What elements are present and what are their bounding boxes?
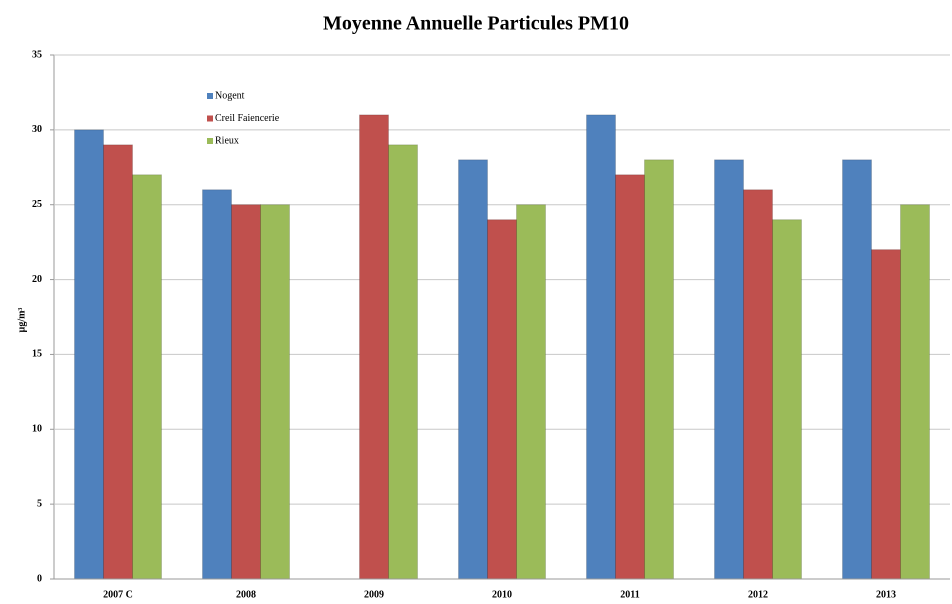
legend-swatch bbox=[207, 138, 213, 144]
legend-swatch bbox=[207, 115, 213, 122]
y-tick-label: 5 bbox=[37, 498, 42, 509]
bar bbox=[615, 174, 645, 580]
y-tick-label: 15 bbox=[32, 349, 42, 360]
bar bbox=[103, 144, 133, 580]
bar bbox=[644, 159, 674, 580]
y-tick-label: 10 bbox=[32, 424, 42, 435]
bar bbox=[487, 219, 517, 580]
x-tick-label: 2012 bbox=[748, 589, 768, 600]
x-tick-label: 2007 C bbox=[103, 589, 133, 600]
bar bbox=[842, 159, 872, 580]
bar bbox=[871, 249, 901, 580]
legend-label: Nogent bbox=[215, 90, 245, 101]
y-tick-label: 25 bbox=[32, 199, 42, 210]
y-axis-label: µg/m³ bbox=[16, 308, 27, 333]
bar bbox=[132, 174, 162, 580]
legend-label: Creil Faiencerie bbox=[215, 113, 280, 124]
y-tick-label: 0 bbox=[37, 573, 42, 584]
x-tick-label: 2009 bbox=[364, 589, 384, 600]
y-tick-label: 35 bbox=[32, 49, 42, 60]
chart-title: Moyenne Annuelle Particules PM10 bbox=[323, 13, 629, 35]
bar bbox=[388, 144, 418, 580]
bar bbox=[516, 204, 546, 580]
bar bbox=[231, 204, 261, 580]
y-tick-label: 30 bbox=[32, 124, 42, 135]
legend-label: Rieux bbox=[215, 135, 239, 146]
bar bbox=[714, 159, 744, 580]
x-tick-label: 2013 bbox=[876, 589, 896, 600]
legend-swatch bbox=[207, 93, 213, 99]
x-tick-label: 2008 bbox=[236, 589, 256, 600]
bar bbox=[74, 129, 104, 580]
bar bbox=[202, 189, 232, 580]
y-tick-label: 20 bbox=[32, 274, 42, 285]
x-tick-label: 2010 bbox=[492, 589, 512, 600]
bar bbox=[586, 114, 616, 580]
bar bbox=[458, 159, 488, 580]
bar bbox=[743, 189, 773, 580]
bar bbox=[900, 204, 930, 580]
x-tick-label: 2011 bbox=[620, 589, 639, 600]
bar bbox=[772, 219, 802, 580]
bar bbox=[359, 114, 389, 580]
bar bbox=[260, 204, 290, 580]
